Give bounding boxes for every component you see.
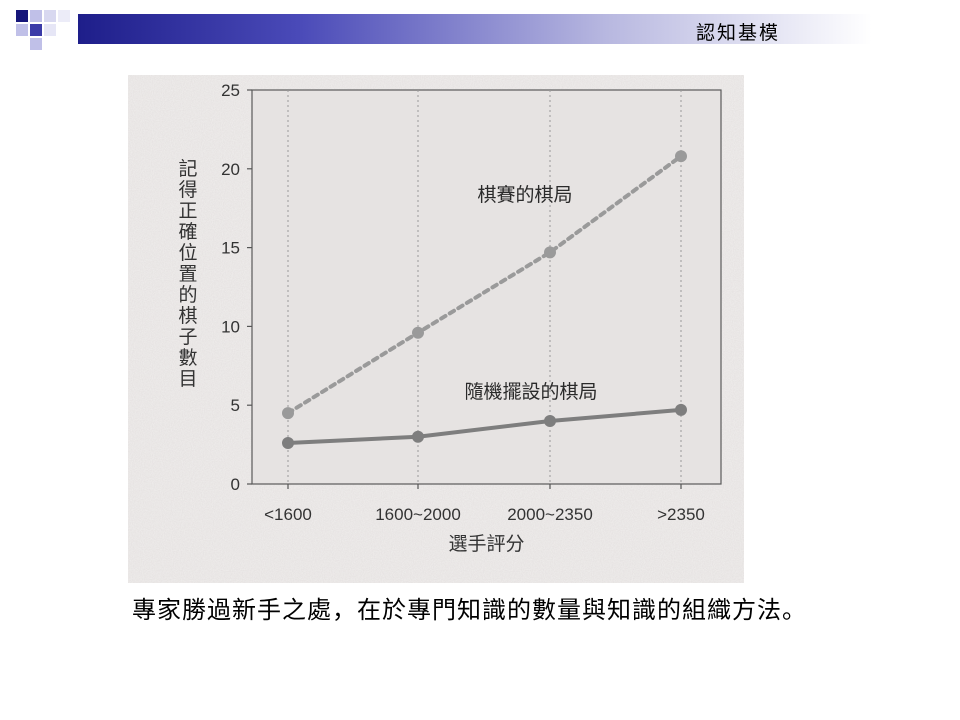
- y-axis-title-char-6: 的: [178, 284, 197, 306]
- header-square-1: [16, 10, 28, 22]
- series-line-1: [286, 407, 683, 446]
- chart-image: 0 5 10 15 20 25 <1600 1600~2000 2000~2350 >2350 …: [128, 75, 744, 583]
- series-1-point-3: [675, 403, 687, 416]
- y-axis-title-char-10: 目: [178, 368, 197, 390]
- header-square-7: [30, 38, 42, 50]
- x-tick-label-2: 2000~2350: [507, 505, 593, 524]
- series-1-point-2: [544, 414, 556, 427]
- x-tick-label-0: <1600: [264, 505, 312, 524]
- x-tick-label-3: >2350: [657, 505, 705, 524]
- x-axis-title: 選手評分: [448, 533, 524, 555]
- y-tick-label-2: 10: [221, 317, 240, 336]
- y-tick-label-1: 5: [231, 396, 240, 415]
- header-square-4: [16, 24, 28, 36]
- y-axis-title-char-4: 位: [178, 242, 197, 264]
- y-tick-label-5: 25: [221, 81, 240, 100]
- y-tick-label-4: 20: [221, 160, 240, 179]
- header-square-3: [44, 10, 56, 22]
- series-label-0: 棋賽的棋局: [477, 184, 572, 206]
- header-square-5: [30, 24, 42, 36]
- plot-area: [251, 89, 722, 485]
- y-axis-title-char-2: 正: [178, 200, 197, 222]
- y-axis-title-char-9: 數: [178, 347, 197, 369]
- series-1-point-0: [282, 437, 294, 450]
- header-square-2: [30, 10, 42, 22]
- series-1-point-1: [412, 430, 424, 443]
- series-line-0: [286, 154, 683, 416]
- series-label-1: 隨機擺設的棋局: [464, 381, 597, 403]
- y-axis-title-char-8: 子: [178, 326, 197, 348]
- y-tick-label-0: 0: [231, 475, 240, 494]
- series-0-point-0: [282, 407, 294, 420]
- y-tick-label-3: 15: [221, 239, 240, 258]
- y-axis-title-char-5: 置: [178, 263, 197, 285]
- y-axis-title-char-7: 棋: [178, 305, 197, 327]
- slide-title: 認知基模: [695, 22, 780, 44]
- y-axis-title-char-1: 得: [178, 179, 197, 201]
- header-square-6: [44, 24, 56, 36]
- header-band: [78, 14, 960, 44]
- caption-text: 專家勝過新手之處，在於專門知識的數量與知識的組織方法。: [132, 596, 807, 624]
- y-axis-title-char-0: 記: [178, 158, 197, 180]
- header-square-8: [58, 10, 70, 22]
- x-tick-label-1: 1600~2000: [375, 505, 461, 524]
- series-0-point-2: [544, 246, 556, 259]
- series-0-point-3: [675, 150, 687, 163]
- series-0-point-1: [412, 326, 424, 339]
- y-axis-title-char-3: 確: [178, 221, 197, 243]
